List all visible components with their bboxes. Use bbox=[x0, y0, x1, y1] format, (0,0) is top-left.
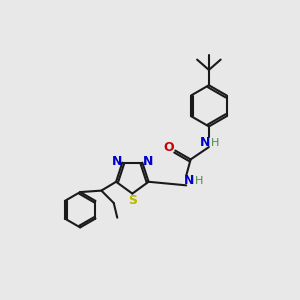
Text: N: N bbox=[142, 155, 153, 168]
Text: O: O bbox=[164, 141, 174, 154]
Text: H: H bbox=[211, 138, 219, 148]
Text: N: N bbox=[184, 174, 194, 187]
Text: N: N bbox=[112, 155, 122, 168]
Text: N: N bbox=[200, 136, 210, 149]
Text: H: H bbox=[194, 176, 203, 186]
Text: S: S bbox=[128, 194, 137, 207]
